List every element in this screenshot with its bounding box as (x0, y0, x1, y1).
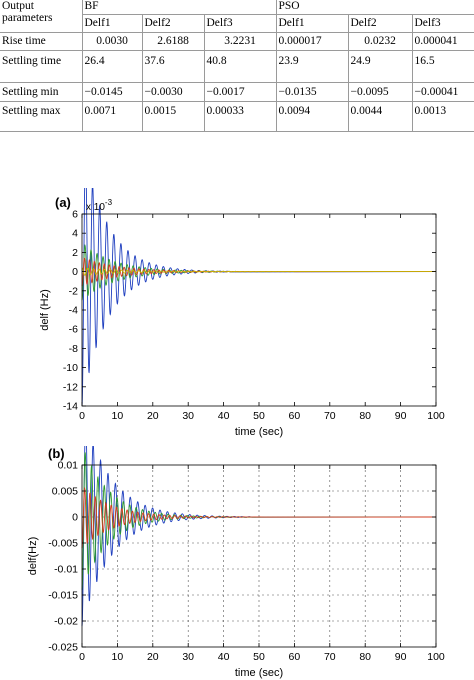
y-tick-label: -0.02 (54, 616, 78, 628)
table-cell: 0.000041 (411, 32, 474, 51)
x-tick-label: 20 (147, 410, 159, 422)
column-header: Delf2 (347, 14, 412, 33)
table-cell: 2.6188 (141, 32, 204, 51)
table-cell: −0.0017 (203, 82, 276, 102)
table-row: Settling min −0.0145 −0.0030 −0.0017 −0.… (0, 82, 474, 102)
y-tick-label: -0.01 (54, 564, 78, 576)
table-cell: −0.0145 (81, 82, 142, 102)
x-tick-label: 0 (79, 410, 85, 422)
column-header: Delf2 (141, 14, 204, 33)
bf-group-header: BF (81, 0, 276, 15)
y-tick-label: -14 (63, 401, 78, 413)
series-line-1 (81, 446, 437, 627)
x-tick-label: 80 (359, 410, 371, 422)
x-tick-label: 40 (218, 651, 230, 663)
x-tick-label: 60 (289, 410, 301, 422)
y-tick-label: -2 (69, 285, 78, 297)
table-cell: −0.00041 (411, 82, 474, 102)
x-axis-label: time (sec) (235, 667, 283, 679)
table-cell: 23.9 (275, 50, 348, 83)
x-tick-label: 70 (324, 651, 336, 663)
table-cell: 37.6 (141, 50, 204, 83)
table-cell: −0.0095 (347, 82, 412, 102)
row-label: Rise time (0, 32, 82, 51)
y-tick-label: -10 (63, 362, 78, 374)
series-line-3 (81, 486, 437, 549)
y-tick-label: 2 (72, 247, 78, 259)
x-tick-label: 90 (395, 651, 407, 663)
x-tick-label: 80 (359, 651, 371, 663)
table-cell: 0.0071 (81, 101, 142, 132)
table-cell: 40.8 (203, 50, 276, 83)
column-header: Delf3 (411, 14, 474, 33)
x-axis-label: time (sec) (235, 426, 283, 438)
pso-group-header: PSO (275, 0, 474, 15)
output-parameters-header: Output parameters (0, 0, 82, 33)
y-axis-label: delf (Hz) (39, 289, 51, 331)
table-cell: −0.0135 (275, 82, 348, 102)
y-exponent-label: x 10-3 (86, 198, 113, 213)
y-tick-label: -0.005 (48, 538, 78, 550)
column-header: Delf3 (203, 14, 276, 33)
row-label: Settling min (0, 82, 82, 102)
x-tick-label: 20 (147, 651, 159, 663)
y-axis-label: delf(Hz) (27, 537, 39, 576)
table-row: Settling time 26.4 37.6 40.8 23.9 24.9 1… (0, 50, 474, 83)
x-tick-label: 30 (182, 651, 194, 663)
column-header: Delf1 (81, 14, 142, 33)
y-tick-label: -0.025 (48, 642, 78, 654)
x-tick-label: 40 (218, 410, 230, 422)
y-tick-label: -6 (69, 324, 78, 336)
table-cell: 16.5 (411, 50, 474, 83)
chart-a: (a)0 10 20 30 40 50 60 70 80 90 1006420-2-4-6-8-10… (39, 188, 445, 438)
x-tick-label: 30 (182, 410, 194, 422)
row-label: Settling max (0, 101, 82, 132)
x-tick-label: 50 (253, 410, 265, 422)
table-cell: 26.4 (81, 50, 142, 83)
plot-frame (81, 213, 437, 407)
column-header: Delf1 (275, 14, 348, 33)
y-tick-label: 0 (72, 266, 78, 278)
results-table: Output parameters BF PSO Delf1 Delf2 Del… (0, 0, 474, 132)
table-cell: 0.0044 (347, 101, 412, 132)
x-tick-label: 100 (427, 651, 445, 663)
table-cell: 0.0015 (141, 101, 204, 132)
table-cell: −0.0030 (141, 82, 204, 102)
table-row: Rise time 0.0030 2.6188 3.2231 0.000017 … (0, 32, 474, 51)
y-tick-label: 0 (72, 512, 78, 524)
series-line-4 (81, 267, 437, 276)
table-cell: 0.000017 (275, 32, 348, 51)
table-cell: 0.0094 (275, 101, 348, 132)
table-cell: 0.0013 (411, 101, 474, 132)
y-tick-label: 0.01 (58, 460, 79, 472)
chart-b: (b) 0 10 20 30 40 50 60 70 80 90 100 0.01 0.005 0 -0.00… (27, 446, 445, 679)
row-label: Settling time (0, 50, 82, 83)
y-tick-label: 0.005 (52, 486, 78, 498)
table-cell: 3.2231 (203, 32, 276, 51)
y-tick-label: -4 (69, 305, 78, 317)
y-tick-label: 6 (72, 209, 78, 221)
y-tick-label: 4 (72, 228, 78, 240)
x-tick-label: 70 (324, 410, 336, 422)
panel-label: (b) (48, 446, 65, 461)
table-cell: 24.9 (347, 50, 412, 83)
table-cell: 0.00033 (203, 101, 276, 132)
x-tick-label: 10 (112, 410, 124, 422)
table-cell: 0.0030 (81, 32, 142, 51)
x-tick-label: 60 (289, 651, 301, 663)
x-tick-label: 10 (112, 651, 124, 663)
x-tick-label: 0 (79, 651, 85, 663)
table-cell: 0.0232 (347, 32, 412, 51)
x-tick-label: 90 (395, 410, 407, 422)
x-tick-label: 50 (253, 651, 265, 663)
y-tick-label: -0.015 (48, 590, 78, 602)
panel-label: (a) (55, 195, 71, 210)
series-line-1 (81, 188, 437, 407)
table-row: Settling max 0.0071 0.0015 0.00033 0.009… (0, 101, 474, 132)
y-tick-label: -8 (69, 343, 78, 355)
y-exponent-power: -3 (105, 198, 113, 207)
y-tick-label: -12 (63, 381, 78, 393)
x-tick-label: 100 (427, 410, 445, 422)
